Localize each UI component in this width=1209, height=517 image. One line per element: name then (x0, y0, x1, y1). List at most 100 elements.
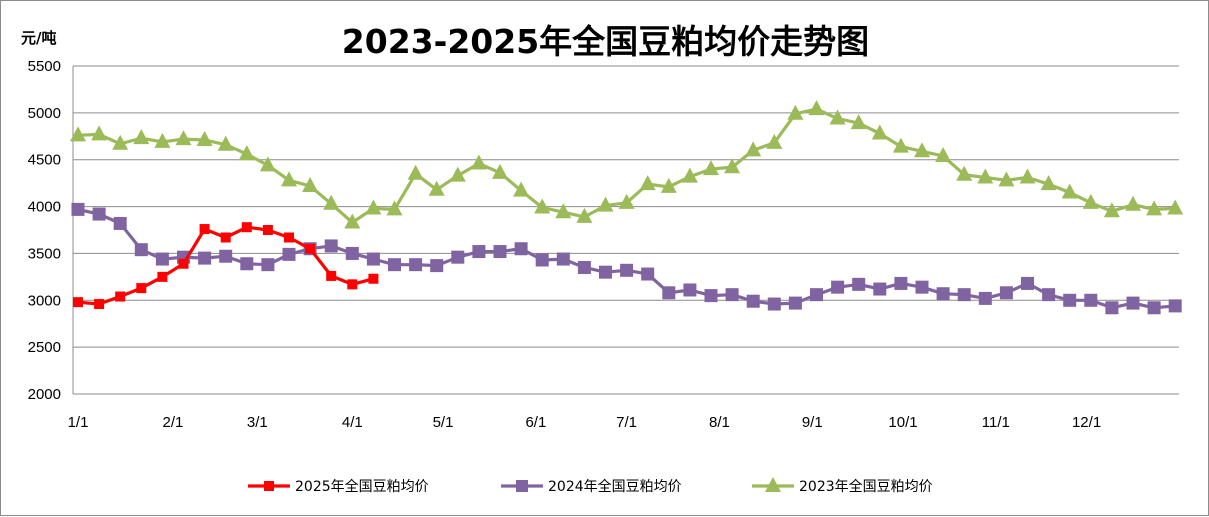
data-point (681, 167, 698, 183)
data-point (639, 175, 656, 191)
data-point (368, 273, 379, 284)
data-point (703, 160, 719, 176)
data-point (725, 288, 739, 302)
y-axis-unit-label: 元/吨 (21, 29, 57, 47)
x-tick-label: 5/1 (433, 414, 454, 431)
data-point (1082, 193, 1099, 209)
data-point (324, 239, 338, 253)
data-point (92, 207, 106, 221)
data-point (282, 247, 296, 261)
data-point (365, 199, 382, 215)
data-point (305, 243, 316, 254)
data-point (810, 288, 823, 302)
data-point (766, 133, 783, 149)
data-point (407, 164, 424, 180)
data-point (514, 242, 528, 256)
data-point (113, 216, 127, 230)
data-point (556, 252, 570, 266)
data-point (449, 166, 466, 182)
data-point (535, 253, 549, 267)
data-point (451, 250, 465, 264)
data-point (1168, 299, 1182, 313)
data-point (175, 130, 192, 146)
data-point (597, 196, 614, 212)
data-point (998, 171, 1015, 187)
data-point (1019, 168, 1036, 184)
x-tick-label: 1/1 (68, 414, 89, 431)
y-tick-label: 2000 (28, 386, 61, 403)
data-point (430, 259, 444, 273)
y-tick-label: 2500 (28, 339, 61, 356)
data-point (1021, 276, 1034, 290)
data-point (914, 142, 930, 158)
data-point (428, 180, 445, 196)
series-group (70, 100, 1184, 229)
data-point (133, 129, 150, 145)
data-point (576, 207, 593, 223)
x-tick-label: 3/1 (247, 414, 268, 431)
data-point (704, 289, 718, 303)
data-point (198, 251, 212, 265)
data-point (871, 124, 888, 140)
data-point (746, 294, 760, 308)
data-point (284, 232, 294, 243)
data-point (1125, 195, 1141, 211)
data-point (134, 243, 148, 257)
data-point (220, 232, 231, 243)
data-point (472, 245, 486, 259)
data-point (409, 258, 423, 272)
data-point (1042, 288, 1056, 302)
data-point (1063, 293, 1077, 307)
data-point (326, 270, 337, 281)
data-point (555, 203, 572, 219)
series-group (73, 222, 379, 310)
x-tick-label: 6/1 (525, 414, 546, 431)
data-point (71, 202, 85, 216)
data-point (534, 198, 551, 214)
data-point (1147, 301, 1161, 315)
data-point (157, 271, 168, 282)
x-tick-label: 7/1 (616, 414, 637, 431)
data-point (259, 156, 276, 172)
x-tick-label: 2/1 (163, 414, 184, 431)
data-point (599, 265, 612, 279)
data-point (683, 283, 697, 297)
legend-label: 2023年全国豆粕均价 (799, 478, 933, 495)
data-point (999, 286, 1013, 300)
y-tick-label: 4500 (28, 152, 61, 169)
data-point (1061, 183, 1078, 199)
data-point (620, 263, 634, 277)
data-point (219, 249, 233, 263)
y-tick-label: 4000 (28, 199, 61, 216)
data-point (91, 125, 108, 141)
data-point (787, 104, 804, 120)
y-tick-label: 5000 (28, 105, 61, 122)
chart-title: 2023-2025年全国豆粕均价走势图 (341, 22, 870, 61)
data-point (492, 163, 508, 179)
data-point (94, 299, 105, 310)
data-point (199, 224, 210, 235)
data-point (662, 286, 676, 300)
data-point (386, 200, 403, 216)
data-point (1146, 200, 1163, 216)
data-point (829, 109, 846, 125)
data-point (873, 282, 887, 296)
x-tick-label: 9/1 (802, 414, 823, 431)
data-point (302, 176, 319, 192)
data-point (831, 280, 845, 294)
data-point (936, 287, 950, 301)
data-point (366, 252, 380, 266)
legend-marker (765, 477, 781, 492)
data-point (281, 171, 297, 187)
data-point (978, 291, 992, 305)
data-point (178, 258, 189, 269)
data-point (957, 288, 971, 302)
data-point (112, 134, 129, 150)
data-point (745, 141, 762, 157)
data-point (261, 258, 275, 272)
data-point (767, 297, 781, 311)
x-tick-label: 11/1 (982, 414, 1010, 431)
legend-label: 2024年全国豆粕均价 (548, 478, 682, 495)
